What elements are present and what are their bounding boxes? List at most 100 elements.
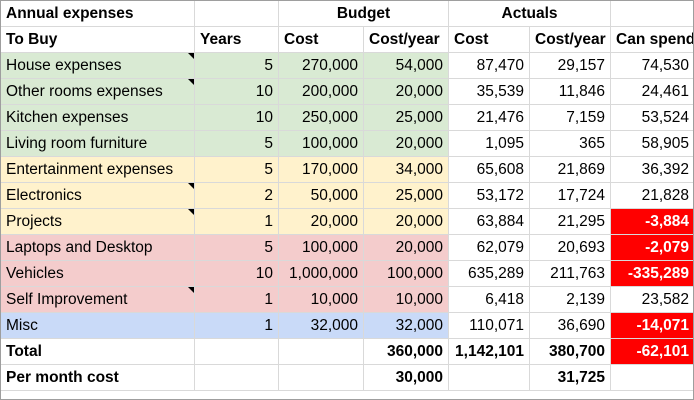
per-month-actual-cell[interactable]: 31,725 [529, 364, 612, 391]
can-spend-cell[interactable]: 58,905 [610, 130, 694, 157]
actual-cost-cell[interactable]: 63,884 [448, 208, 531, 235]
budget-cost-year-cell[interactable]: 32,000 [362, 312, 450, 339]
total-actual-cost-year-cell[interactable]: 380,700 [529, 338, 612, 365]
empty-cell[interactable] [194, 338, 279, 365]
budget-cost-cell[interactable]: 100,000 [278, 130, 364, 157]
actual-cost-cell[interactable]: 87,470 [448, 52, 531, 79]
budget-cost-year-cell[interactable]: 20,000 [362, 130, 450, 157]
budget-cost-cell[interactable]: 10,000 [278, 286, 364, 313]
actual-cost-year-cell[interactable]: 365 [529, 130, 612, 157]
years-header-cell[interactable]: Years [194, 26, 279, 53]
years-cell[interactable]: 5 [194, 156, 279, 183]
can-spend-cell-negative[interactable]: -3,884 [610, 208, 694, 235]
can-spend-cell[interactable]: 53,524 [610, 104, 694, 131]
years-cell[interactable]: 2 [194, 182, 279, 209]
item-name-cell[interactable]: Entertainment expenses [0, 156, 195, 183]
item-name-cell[interactable]: Electronics [0, 182, 195, 209]
can-spend-cell[interactable]: 74,530 [610, 52, 694, 79]
note-indicator-icon[interactable] [188, 183, 194, 189]
actual-cost-cell[interactable]: 35,539 [448, 78, 531, 105]
budget-cost-year-cell[interactable]: 100,000 [362, 260, 450, 287]
actual-cost-cell[interactable]: 21,476 [448, 104, 531, 131]
actual-cost-year-cell[interactable]: 2,139 [529, 286, 612, 313]
sheet-title-cell[interactable]: Annual expenses [0, 0, 195, 27]
actual-cost-year-cell[interactable]: 11,846 [529, 78, 612, 105]
budget-cost-cell[interactable]: 250,000 [278, 104, 364, 131]
actual-cost-year-cell[interactable]: 7,159 [529, 104, 612, 131]
budget-cost-year-cell[interactable]: 10,000 [362, 286, 450, 313]
item-name-cell[interactable]: Self Improvement [0, 286, 195, 313]
note-indicator-icon[interactable] [188, 287, 194, 293]
years-cell[interactable]: 1 [194, 312, 279, 339]
years-cell[interactable]: 10 [194, 104, 279, 131]
empty-cell[interactable] [448, 364, 531, 391]
item-name-cell[interactable]: Misc [0, 312, 195, 339]
actual-cost-cell[interactable]: 6,418 [448, 286, 531, 313]
empty-cell[interactable] [194, 0, 279, 27]
item-name-cell[interactable]: House expenses [0, 52, 195, 79]
actual-cost-year-cell[interactable]: 20,693 [529, 234, 612, 261]
budget-cost-cell[interactable]: 32,000 [278, 312, 364, 339]
actual-cost-year-header-cell[interactable]: Cost/year [529, 26, 612, 53]
actual-cost-cell[interactable]: 65,608 [448, 156, 531, 183]
per-month-budget-cell[interactable]: 30,000 [362, 364, 450, 391]
empty-cell[interactable] [278, 338, 364, 365]
note-indicator-icon[interactable] [188, 53, 194, 59]
to-buy-header-cell[interactable]: To Buy [0, 26, 195, 53]
budget-cost-year-cell[interactable]: 20,000 [362, 208, 450, 235]
empty-cell[interactable] [610, 364, 694, 391]
actual-cost-year-cell[interactable]: 17,724 [529, 182, 612, 209]
cost-header-cell[interactable]: Cost [278, 26, 364, 53]
years-cell[interactable]: 10 [194, 78, 279, 105]
budget-cost-year-cell[interactable]: 25,000 [362, 104, 450, 131]
budget-cost-cell[interactable]: 170,000 [278, 156, 364, 183]
total-actual-cost-cell[interactable]: 1,142,101 [448, 338, 531, 365]
budget-cost-cell[interactable]: 50,000 [278, 182, 364, 209]
years-cell[interactable]: 10 [194, 260, 279, 287]
cost-year-header-cell[interactable]: Cost/year [362, 26, 450, 53]
years-cell[interactable]: 5 [194, 52, 279, 79]
per-month-label-cell[interactable]: Per month cost [0, 364, 195, 391]
can-spend-cell-negative[interactable]: -335,289 [610, 260, 694, 287]
item-name-cell[interactable]: Vehicles [0, 260, 195, 287]
can-spend-cell[interactable]: 24,461 [610, 78, 694, 105]
budget-cost-cell[interactable]: 1,000,000 [278, 260, 364, 287]
can-spend-cell[interactable]: 21,828 [610, 182, 694, 209]
budget-cost-year-cell[interactable]: 54,000 [362, 52, 450, 79]
budget-cost-year-cell[interactable]: 20,000 [362, 78, 450, 105]
budget-cost-cell[interactable]: 20,000 [278, 208, 364, 235]
item-name-cell[interactable]: Kitchen expenses [0, 104, 195, 131]
budget-cost-cell[interactable]: 100,000 [278, 234, 364, 261]
budget-cost-year-cell[interactable]: 20,000 [362, 234, 450, 261]
actual-cost-cell[interactable]: 62,079 [448, 234, 531, 261]
total-budget-cost-year-cell[interactable]: 360,000 [362, 338, 450, 365]
actual-cost-cell[interactable]: 53,172 [448, 182, 531, 209]
actual-cost-cell[interactable]: 635,289 [448, 260, 531, 287]
actual-cost-header-cell[interactable]: Cost [448, 26, 531, 53]
can-spend-cell-negative[interactable]: -14,071 [610, 312, 694, 339]
empty-cell[interactable] [610, 0, 694, 27]
budget-header-cell[interactable]: Budget [277, 0, 450, 27]
years-cell[interactable]: 1 [194, 208, 279, 235]
can-spend-cell[interactable]: 23,582 [610, 286, 694, 313]
actual-cost-cell[interactable]: 110,071 [448, 312, 531, 339]
actual-cost-year-cell[interactable]: 29,157 [529, 52, 612, 79]
item-name-cell[interactable]: Living room furniture [0, 130, 195, 157]
actual-cost-year-cell[interactable]: 211,763 [529, 260, 612, 287]
budget-cost-cell[interactable]: 200,000 [278, 78, 364, 105]
years-cell[interactable]: 5 [194, 234, 279, 261]
can-spend-header-cell[interactable]: Can spend [610, 26, 694, 53]
budget-cost-year-cell[interactable]: 25,000 [362, 182, 450, 209]
actual-cost-cell[interactable]: 1,095 [448, 130, 531, 157]
actual-cost-year-cell[interactable]: 36,690 [529, 312, 612, 339]
can-spend-cell[interactable]: 36,392 [610, 156, 694, 183]
note-indicator-icon[interactable] [188, 209, 194, 215]
budget-cost-cell[interactable]: 270,000 [278, 52, 364, 79]
can-spend-cell-negative[interactable]: -2,079 [610, 234, 694, 261]
item-name-cell[interactable]: Other rooms expenses [0, 78, 195, 105]
note-indicator-icon[interactable] [188, 79, 194, 85]
item-name-cell[interactable]: Projects [0, 208, 195, 235]
total-can-spend-cell[interactable]: -62,101 [610, 338, 694, 365]
empty-cell[interactable] [194, 364, 279, 391]
actual-cost-year-cell[interactable]: 21,295 [529, 208, 612, 235]
